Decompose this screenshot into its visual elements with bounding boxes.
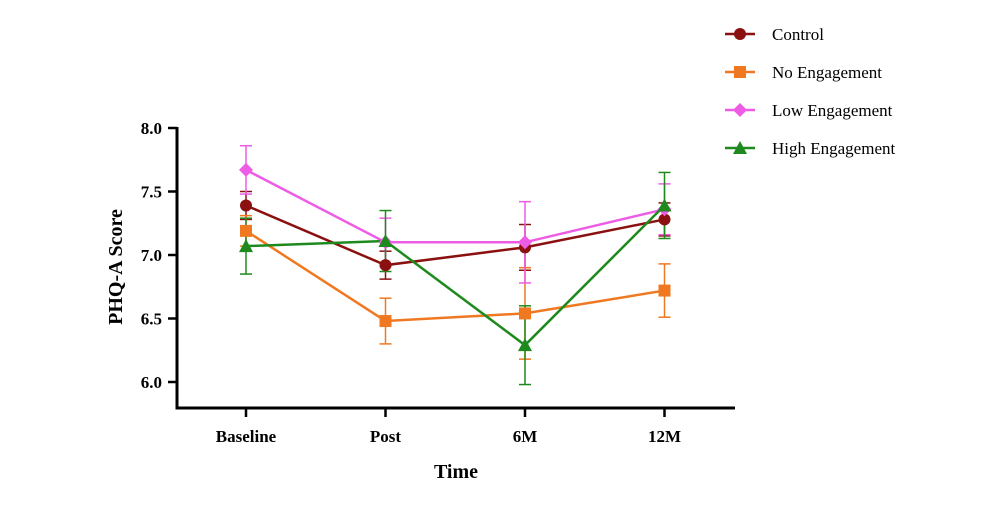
data-point	[239, 239, 253, 253]
data-point	[240, 224, 252, 237]
series-line	[245, 204, 666, 347]
data-point	[658, 213, 671, 226]
data-point	[379, 315, 392, 328]
axes: 6.0 6.5 7.0 7.5 8.0 Baseline Post 6M 12M	[141, 119, 735, 446]
x-tick-label: Post	[370, 427, 402, 446]
legend-label: No Engagement	[772, 63, 882, 82]
series-line	[245, 168, 665, 244]
data-point	[379, 259, 392, 272]
y-axis-title: PHQ-A Score	[105, 209, 127, 325]
data-point	[239, 162, 253, 177]
legend-entry: High Engagement	[725, 139, 895, 158]
legend-entry: Low Engagement	[725, 101, 893, 120]
legend-label: Control	[772, 25, 824, 44]
series-line	[245, 229, 665, 323]
x-tick-label: 6M	[513, 427, 538, 446]
data-point	[518, 235, 532, 250]
x-tick-label: Baseline	[216, 427, 277, 446]
y-tick-label: 7.0	[141, 246, 162, 265]
y-tick-label: 8.0	[141, 119, 162, 138]
legend-label: High Engagement	[772, 139, 895, 158]
series-line	[245, 204, 665, 267]
legend-marker	[733, 141, 747, 154]
legend-marker	[734, 28, 746, 40]
y-tick-label: 7.5	[141, 183, 162, 202]
y-tick-label: 6.0	[141, 373, 162, 392]
data-point	[240, 199, 252, 212]
y-tick-label: 6.5	[141, 310, 162, 329]
legend-entry: No Engagement	[725, 63, 882, 82]
data-point	[519, 307, 531, 320]
legend: Control No Engagement Low Engagement High E…	[725, 25, 895, 158]
plot-area	[239, 145, 672, 386]
data-point	[657, 198, 672, 212]
legend-entry: Control	[725, 25, 824, 44]
data-point	[518, 338, 532, 352]
legend-label: Low Engagement	[772, 101, 893, 120]
legend-marker	[734, 66, 746, 78]
legend-marker	[733, 103, 747, 117]
data-point	[378, 234, 393, 248]
data-point	[658, 284, 671, 297]
x-tick-label: 12M	[648, 427, 681, 446]
x-axis-title: Time	[434, 461, 478, 483]
